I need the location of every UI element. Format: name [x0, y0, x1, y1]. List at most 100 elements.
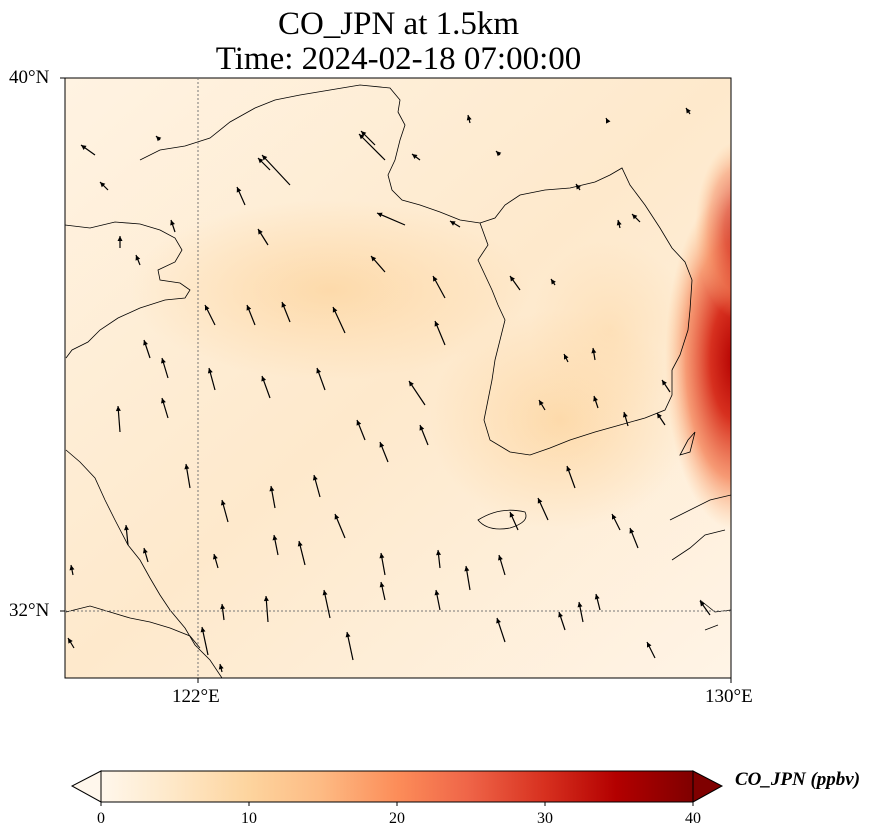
- wind-arrow-head: [142, 548, 148, 554]
- wind-arrow-head: [450, 221, 456, 226]
- wind-arrow-head: [297, 541, 303, 547]
- wind-arrow-head: [409, 381, 414, 387]
- tick-marks: [60, 77, 732, 683]
- wind-arrow-head: [647, 642, 652, 648]
- wind-arrow-head: [262, 155, 268, 161]
- wind-arrow-head: [258, 158, 264, 164]
- wind-arrow-head: [412, 154, 418, 159]
- wind-arrow-head: [629, 528, 635, 534]
- wind-arrow-head: [312, 475, 318, 481]
- colorbar-extend-min: [70, 770, 102, 803]
- wind-arrow-head: [564, 354, 569, 360]
- wind-arrow-head: [100, 182, 106, 188]
- wind-arrow-head: [236, 187, 242, 193]
- wind-arrow-head: [281, 302, 287, 308]
- wind-arrow-head: [246, 305, 252, 311]
- wind-arrow-head: [161, 398, 166, 404]
- wind-arrow-head: [686, 108, 691, 114]
- wind-arrow-head: [334, 514, 340, 520]
- wind-arrow-head: [606, 118, 611, 124]
- gridlines: [65, 78, 731, 678]
- wind-arrow-head: [558, 612, 563, 618]
- wind-arrow-head: [419, 425, 425, 431]
- wind-arrow-head: [68, 638, 73, 644]
- wind-arrow-head: [577, 602, 583, 608]
- wind-arrow-head: [143, 340, 148, 346]
- wind-arrow-head: [379, 582, 385, 588]
- wind-arrow-head: [594, 594, 600, 600]
- wind-arrow-head: [161, 358, 166, 364]
- wind-arrow-head: [81, 145, 87, 150]
- wind-arrow-head: [379, 553, 385, 559]
- wind-arrow-head: [212, 554, 218, 560]
- wind-arrow: [376, 212, 406, 226]
- yellow-sea-china-coast: [65, 449, 223, 678]
- lat-label-32n: 32°N: [9, 600, 50, 621]
- wind-arrow-head: [576, 184, 581, 190]
- wind-arrow-head: [207, 368, 213, 374]
- wind-arrow-head: [510, 276, 515, 282]
- wind-arrow-head: [345, 632, 351, 638]
- wind-arrow-head: [258, 229, 263, 235]
- wind-arrow-head: [657, 413, 662, 419]
- wind-arrow-head: [662, 380, 667, 386]
- map-frame: [64, 77, 732, 679]
- wind-arrow-head: [115, 406, 121, 412]
- wind-arrow-head: [539, 400, 544, 406]
- wind-arrow-head: [566, 466, 572, 472]
- wind-arrow-head: [464, 566, 470, 572]
- wind-arrow-head: [498, 555, 503, 561]
- wind-arrow-head: [200, 627, 206, 633]
- colorbar-tick-label: 10: [241, 810, 257, 827]
- wind-arrow-head: [124, 525, 129, 531]
- wind-arrow-head: [272, 535, 278, 541]
- wind-arrow-head: [616, 220, 622, 226]
- colorbar: [70, 770, 724, 806]
- wind-arrow-head: [117, 236, 123, 241]
- map-title-line1: CO_JPN at 1.5km: [277, 6, 520, 42]
- coastlines: [65, 84, 731, 678]
- colorbar-label: CO_JPN (ppbv): [735, 769, 861, 790]
- wind-arrow-head: [537, 498, 543, 504]
- wind-arrow-head: [135, 255, 141, 261]
- tsushima: [679, 431, 696, 456]
- colorbar-tick-label: 40: [685, 810, 701, 827]
- wind-arrow: [358, 133, 386, 161]
- wind-arrow-head: [356, 420, 362, 426]
- wind-arrow-head: [612, 514, 617, 520]
- lat-label-40n: 40°N: [9, 67, 50, 88]
- wind-arrow-head: [322, 590, 328, 596]
- wind-arrow-head: [434, 590, 440, 596]
- colorbar-tick-label: 20: [389, 810, 405, 827]
- wind-arrow-head: [218, 664, 224, 670]
- wind-arrow-head: [316, 368, 322, 374]
- lon-label-130e: 130°E: [705, 686, 753, 707]
- wind-arrow-head: [379, 442, 385, 448]
- wind-arrow-head: [371, 256, 377, 262]
- wind-arrow-head: [593, 396, 598, 402]
- wind-arrow-head: [591, 348, 597, 354]
- wind-arrow-head: [377, 212, 383, 218]
- wind-arrow-head: [220, 604, 226, 610]
- china-north-coast: [65, 221, 191, 359]
- wind-arrow: [261, 154, 291, 186]
- wind-arrow-head: [466, 115, 472, 121]
- wind-arrow-head: [622, 412, 628, 418]
- wind-arrow-head: [436, 550, 442, 556]
- lon-label-122e: 122°E: [172, 686, 220, 707]
- wind-arrow-head: [220, 500, 226, 506]
- wind-arrow-head: [184, 464, 190, 470]
- japan-kyushu: [669, 494, 731, 631]
- wind-arrow-head: [496, 618, 501, 624]
- jeju-island: [477, 509, 527, 530]
- wind-arrow-head: [361, 131, 367, 137]
- wind-arrow-head: [509, 512, 515, 518]
- wind-arrow-head: [700, 601, 705, 607]
- wind-arrow-head: [632, 214, 638, 220]
- concentration-field: [65, 78, 731, 678]
- korea-west-coast: [477, 222, 673, 456]
- wind-arrow-head: [69, 565, 75, 571]
- colorbar-tick-label: 30: [537, 810, 553, 827]
- wind-arrow-head: [332, 307, 338, 313]
